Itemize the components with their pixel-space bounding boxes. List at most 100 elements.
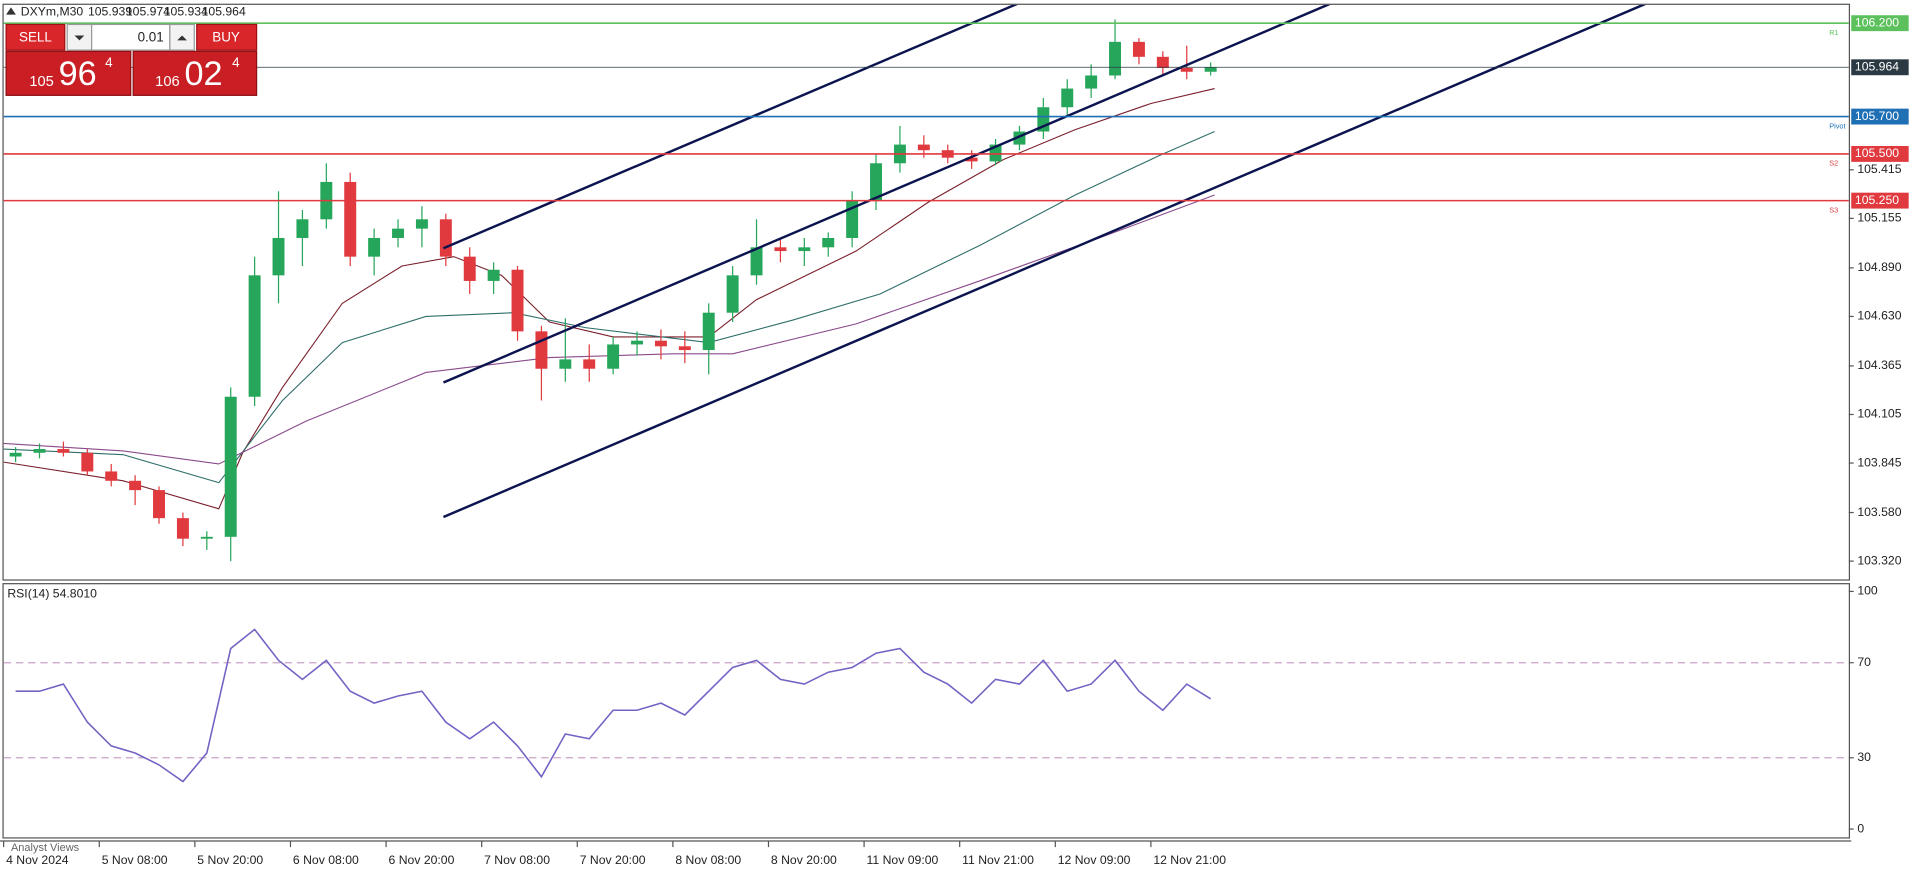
candle-body xyxy=(1061,88,1074,108)
price-level-label: 105.964 xyxy=(1855,60,1899,74)
buy-button[interactable] xyxy=(196,23,258,51)
candle-body xyxy=(9,452,22,457)
price-level-label: 106.200 xyxy=(1855,15,1899,29)
down-arrow xyxy=(74,35,85,41)
candle-body xyxy=(607,344,620,369)
x-tick-label: 4 Nov 2024 xyxy=(6,853,69,867)
y-tick-label: 104.890 xyxy=(1857,260,1901,274)
sell-price-pips: 96 xyxy=(59,55,97,93)
candle-body xyxy=(1085,75,1098,89)
quote-value: 105.974 xyxy=(126,4,170,18)
trend-channel-line xyxy=(442,4,1647,519)
y-tick-label: 104.630 xyxy=(1857,309,1901,323)
x-tick-label: 7 Nov 08:00 xyxy=(484,853,550,867)
y-tick-label: 105.415 xyxy=(1857,162,1901,176)
candle-body xyxy=(129,480,142,491)
candle-body xyxy=(463,256,476,281)
up-arrow xyxy=(177,35,187,41)
price-level-tag xyxy=(1851,108,1909,125)
y-tick-label: 105.155 xyxy=(1857,211,1901,225)
price-level-label: 105.250 xyxy=(1855,193,1899,207)
candle-body xyxy=(487,269,500,281)
price-level-label: 105.500 xyxy=(1855,146,1899,160)
x-tick-label: 5 Nov 08:00 xyxy=(102,853,168,867)
candle-body xyxy=(583,359,596,369)
price-level-name: R1 xyxy=(1829,28,1838,37)
x-tick-label: 11 Nov 21:00 xyxy=(962,853,1034,867)
trend-channel-line xyxy=(442,4,1018,250)
rsi-panel-frame xyxy=(2,583,1851,839)
quote-value: 105.934 xyxy=(164,4,208,18)
y-tick-label: 103.580 xyxy=(1857,505,1901,519)
x-tick-label: 11 Nov 09:00 xyxy=(867,853,939,867)
candle-body xyxy=(822,237,835,248)
collapse-icon[interactable] xyxy=(6,7,16,15)
y-tick-label: 0 xyxy=(1857,821,1864,835)
trend-channel-line xyxy=(442,4,1331,384)
candle-body xyxy=(1204,67,1217,72)
candle-body xyxy=(1013,131,1026,145)
candle-body xyxy=(344,181,357,257)
x-tick-label: 6 Nov 20:00 xyxy=(389,853,455,867)
candle-body xyxy=(176,518,189,539)
rsi-line xyxy=(15,628,1212,783)
candle-body xyxy=(989,144,1002,162)
price-level-label: 105.700 xyxy=(1855,109,1899,123)
y-tick-label: 104.365 xyxy=(1857,358,1901,372)
buy-price-big: 106 xyxy=(155,74,179,90)
candle-body xyxy=(296,219,309,238)
symbol-name: DXYm,M30 xyxy=(21,4,84,18)
x-tick-label: 6 Nov 08:00 xyxy=(293,853,359,867)
candle-body xyxy=(200,536,213,539)
candle-body xyxy=(798,247,811,252)
candle-body xyxy=(1109,41,1122,76)
candle-body xyxy=(439,219,452,257)
x-tick-label: 12 Nov 21:00 xyxy=(1153,853,1226,867)
candle-body xyxy=(105,471,118,481)
candle-body xyxy=(392,228,405,238)
price-level-name: S2 xyxy=(1829,159,1838,168)
y-tick-label: 100 xyxy=(1857,584,1878,598)
candle-body xyxy=(726,275,739,313)
y-tick-label: 30 xyxy=(1857,750,1871,764)
candle-body xyxy=(224,396,237,537)
candle-body xyxy=(511,269,524,332)
analyst-views-tab[interactable]: Analyst Views xyxy=(11,842,80,854)
price-level-name: S3 xyxy=(1829,205,1838,214)
candle-body xyxy=(153,490,165,519)
price-level-name: Pivot xyxy=(1829,121,1845,130)
candle-body xyxy=(33,449,46,453)
price-panel-frame xyxy=(2,3,1851,581)
quote-value: 105.964 xyxy=(202,4,246,18)
candle-body xyxy=(917,144,930,151)
sell-price-box[interactable] xyxy=(5,50,132,96)
candle-body xyxy=(81,452,94,472)
price-level-tag xyxy=(1851,145,1909,162)
sell-button[interactable] xyxy=(5,23,66,51)
quote-value: 105.939 xyxy=(88,4,132,18)
price-level-tag xyxy=(1851,15,1909,32)
candle-body xyxy=(415,219,428,229)
candle-body xyxy=(965,157,978,162)
candle-body xyxy=(535,331,548,369)
candle-body xyxy=(870,163,883,201)
lots-up[interactable] xyxy=(169,23,195,51)
candle-body xyxy=(1037,107,1050,132)
x-tick-label: 8 Nov 20:00 xyxy=(771,853,837,867)
candle-body xyxy=(57,449,70,453)
candle-body xyxy=(774,247,787,252)
candle-body xyxy=(654,340,667,347)
candle-body xyxy=(248,275,261,397)
buy-price-pips: 02 xyxy=(185,55,223,93)
candle-body xyxy=(1132,41,1145,57)
x-tick-label: 8 Nov 08:00 xyxy=(675,853,741,867)
lots-input[interactable] xyxy=(91,23,171,51)
indicator-title: RSI(14) 54.8010 xyxy=(7,586,97,600)
moving-average xyxy=(3,131,1215,484)
buy-price-box[interactable] xyxy=(132,50,258,96)
candle-body xyxy=(368,237,381,257)
y-tick-label: 104.105 xyxy=(1857,407,1901,421)
x-tick-label: 12 Nov 09:00 xyxy=(1058,853,1131,867)
